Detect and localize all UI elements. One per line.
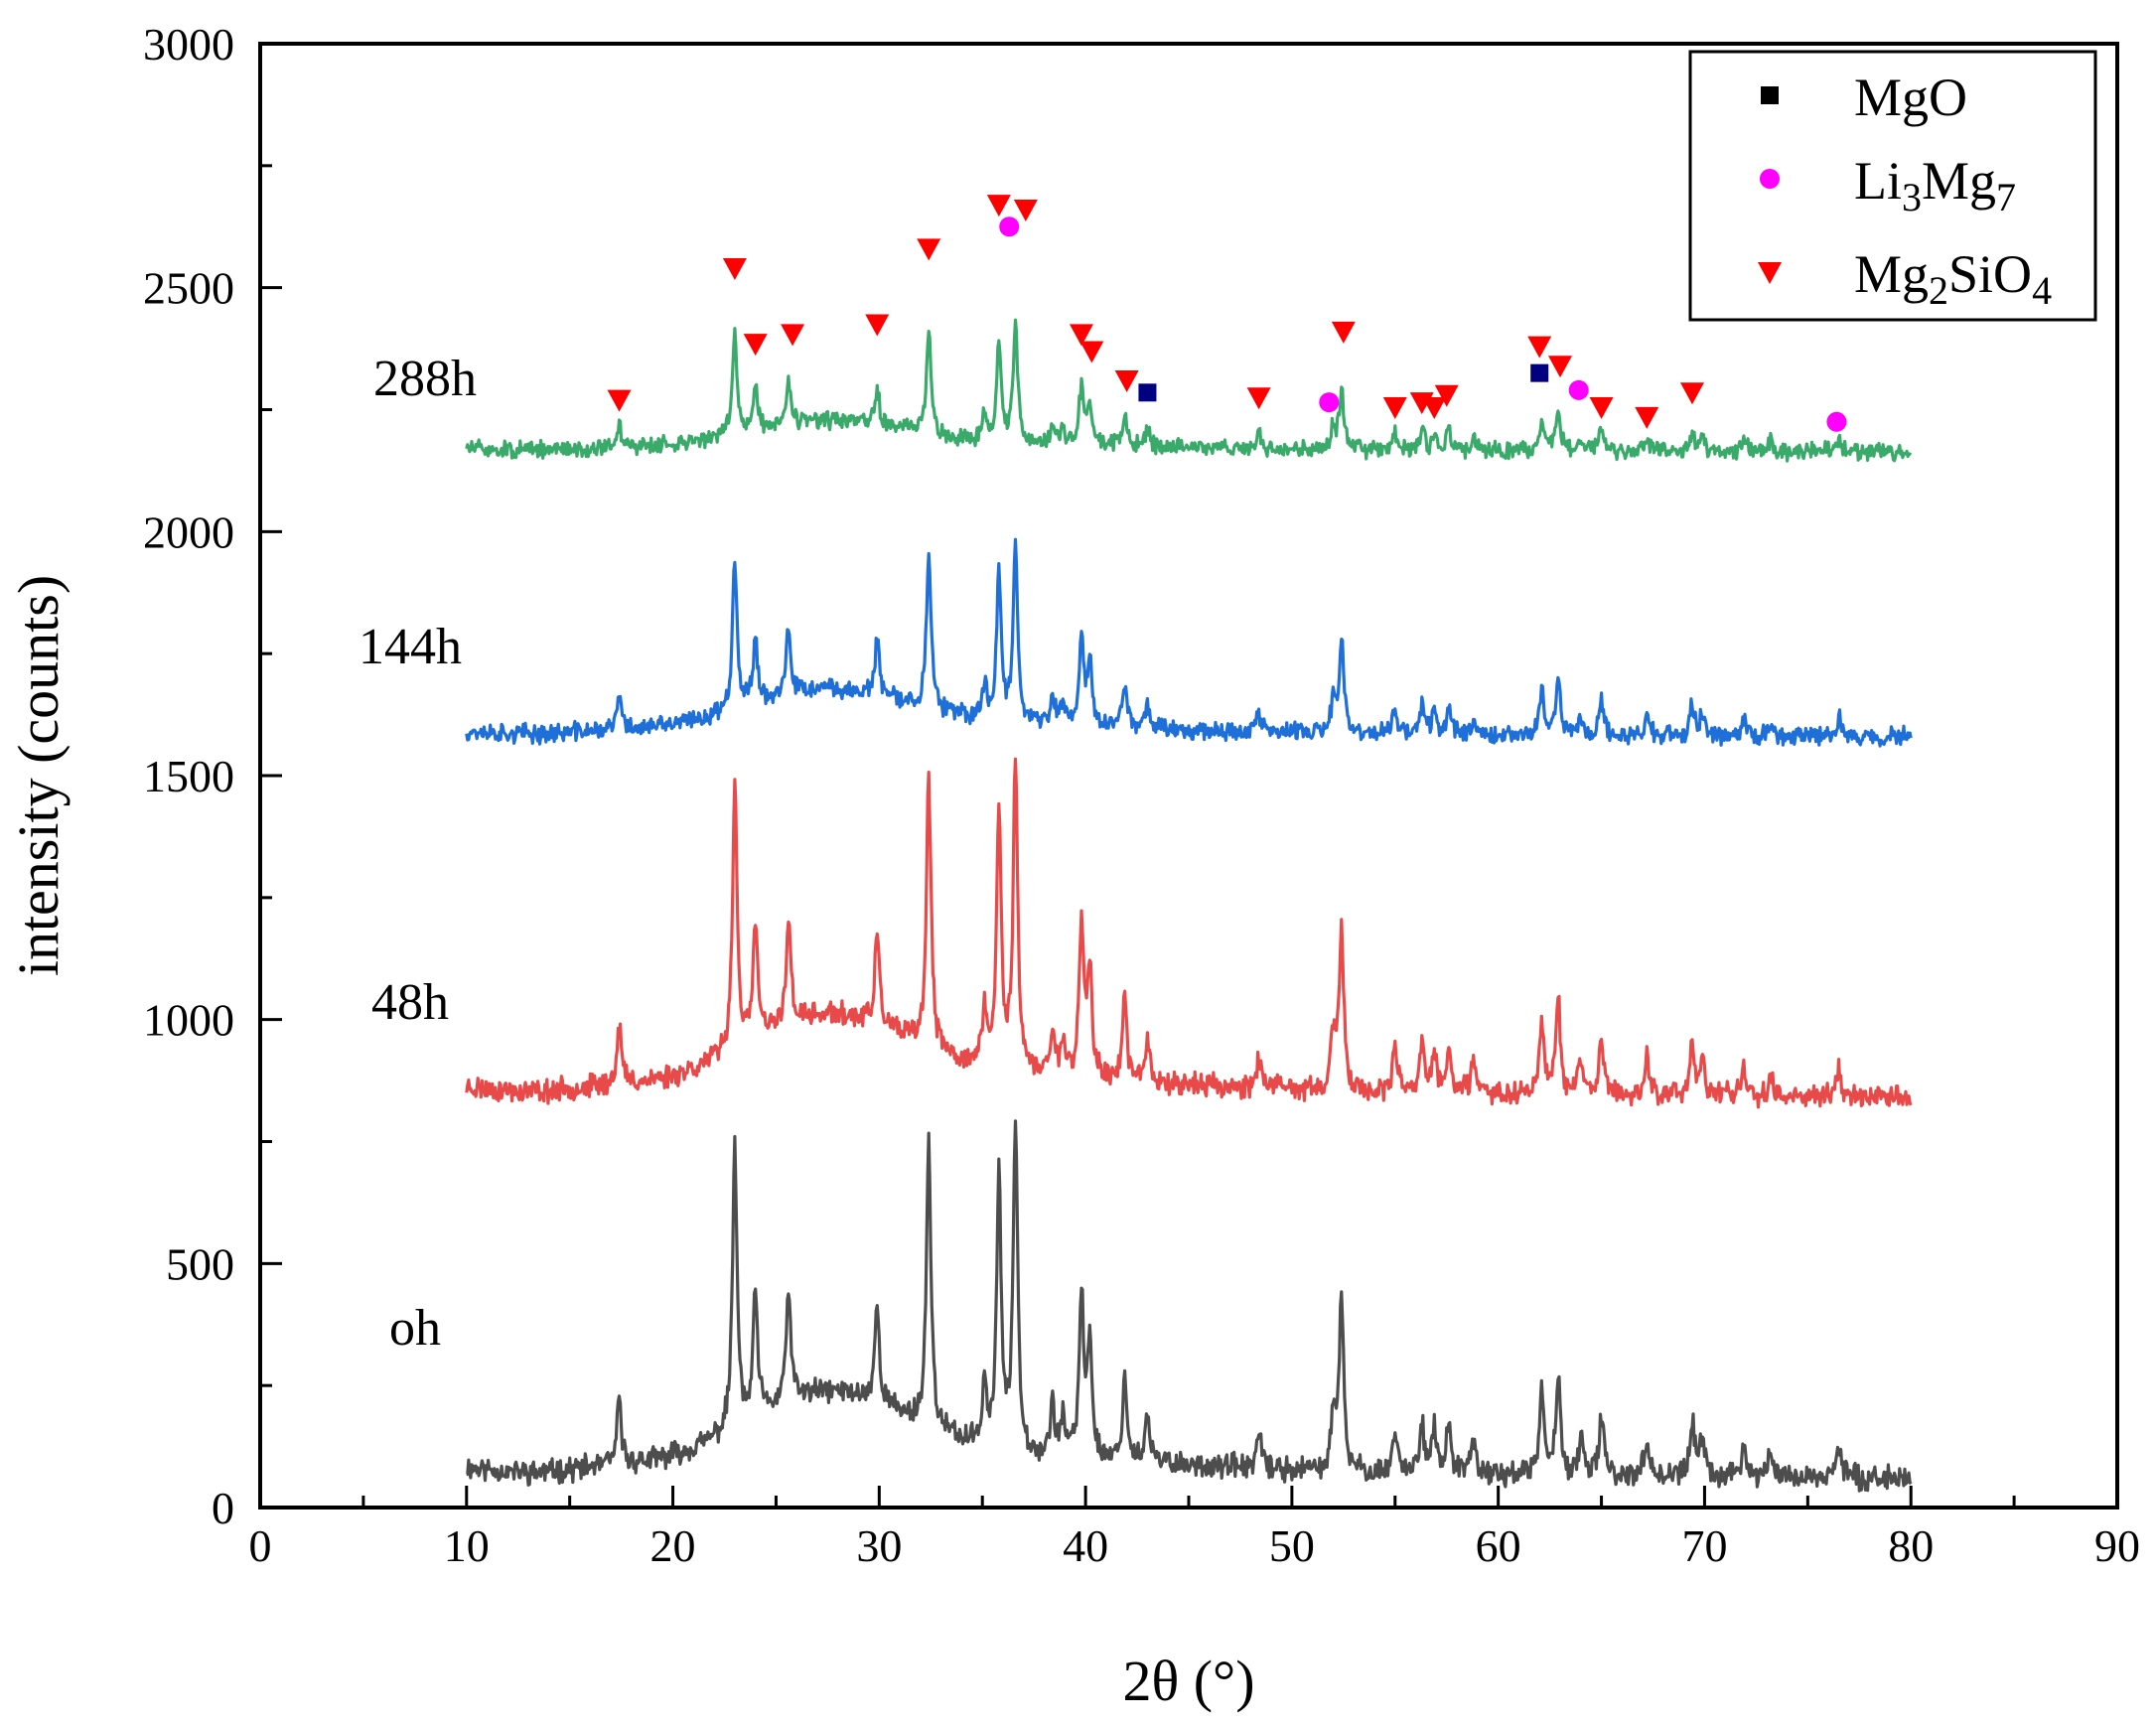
legend-marker-mgo: [1761, 86, 1779, 104]
curve-label-48h: 48h: [371, 974, 449, 1031]
curve-label-oh: oh: [389, 1300, 441, 1357]
marker-mg2sio4: [1635, 406, 1659, 429]
x-tick-label: 40: [1063, 1520, 1108, 1571]
y-tick-label: 2000: [143, 506, 234, 557]
series-layer: [465, 318, 1913, 1493]
marker-mgo: [1138, 383, 1157, 402]
series-line-48h: [465, 757, 1913, 1109]
y-axis: 0 500 1000 1500 2000 2500 3000: [143, 19, 282, 1533]
x-tick-label: 80: [1888, 1520, 1934, 1571]
marker-mg2sio4: [722, 258, 747, 281]
marker-mgo: [1530, 363, 1549, 382]
y-tick-label: 1000: [143, 995, 234, 1046]
marker-mg2sio4: [1422, 397, 1447, 420]
marker-mg2sio4: [917, 238, 941, 261]
marker-mg2sio4: [865, 314, 890, 337]
phase-marker-layer: [607, 195, 1847, 432]
marker-mg2sio4: [1013, 200, 1038, 222]
marker-mg2sio4: [1679, 382, 1704, 405]
marker-li3mg7: [999, 216, 1020, 237]
marker-mg2sio4: [781, 324, 805, 347]
y-tick-label: 500: [166, 1238, 234, 1289]
marker-mg2sio4: [1246, 387, 1271, 410]
marker-mg2sio4: [743, 334, 768, 357]
x-axis: 0 10 20 30 40 50 60 70 80 90: [249, 1486, 2140, 1571]
legend-text-part: 2: [1929, 268, 1948, 313]
marker-li3mg7: [1826, 411, 1847, 432]
y-axis-title: intensity (counts): [6, 575, 71, 976]
legend-label-mg2sio4: Mg2SiO4: [1854, 244, 2052, 313]
marker-li3mg7: [1568, 379, 1589, 400]
legend-text-part: Mg: [1854, 244, 1929, 304]
x-tick-label: 10: [444, 1520, 490, 1571]
y-tick-label: 0: [212, 1483, 234, 1533]
marker-mg2sio4: [1079, 341, 1104, 363]
marker-mg2sio4: [1382, 397, 1407, 420]
x-tick-label: 60: [1476, 1520, 1521, 1571]
marker-mg2sio4: [1069, 324, 1093, 347]
legend-text-part: 3: [1902, 175, 1922, 219]
marker-li3mg7: [1319, 392, 1340, 413]
marker-mg2sio4: [1589, 397, 1614, 420]
legend-box: [1688, 50, 2097, 322]
legend-text-part: SiO: [1948, 244, 2032, 304]
curve-label-layer: 288h 144h 48h oh: [359, 351, 477, 1357]
legend-marker-mg2sio4: [1758, 262, 1782, 284]
x-tick-label: 30: [856, 1520, 902, 1571]
legend-marker-li3mg7: [1760, 169, 1780, 189]
x-tick-label: 0: [249, 1520, 272, 1571]
legend-text-part: MgO: [1854, 68, 1967, 127]
marker-mg2sio4: [1548, 356, 1572, 378]
series-line-144h: [465, 537, 1913, 748]
legend-label-li3mg7: Li3Mg7: [1854, 151, 2016, 219]
legend-text-part: Mg: [1922, 151, 1996, 211]
legend-text-part: Li: [1854, 151, 1902, 211]
series-line-oh: [466, 1119, 1913, 1493]
legend-text-part: 7: [1996, 175, 2016, 219]
x-tick-label: 70: [1681, 1520, 1727, 1571]
series-line-288h: [465, 318, 1913, 463]
legend-label-mgo: MgO: [1854, 68, 1967, 127]
marker-mg2sio4: [1434, 384, 1459, 407]
y-tick-label: 2500: [143, 263, 234, 314]
marker-mg2sio4: [607, 389, 632, 412]
marker-mg2sio4: [1527, 336, 1552, 359]
y-tick-label: 1500: [143, 751, 234, 801]
curve-label-288h: 288h: [373, 351, 477, 407]
marker-mg2sio4: [1331, 321, 1356, 344]
y-tick-label: 3000: [143, 19, 234, 70]
legend-text-part: 4: [2032, 268, 2052, 313]
marker-mg2sio4: [1114, 370, 1139, 393]
x-axis-title: 2θ (°): [1122, 1649, 1254, 1713]
x-tick-label: 90: [2094, 1520, 2140, 1571]
curve-label-144h: 144h: [359, 619, 462, 675]
marker-mg2sio4: [986, 195, 1011, 217]
x-tick-label: 20: [650, 1520, 696, 1571]
x-tick-label: 50: [1269, 1520, 1315, 1571]
